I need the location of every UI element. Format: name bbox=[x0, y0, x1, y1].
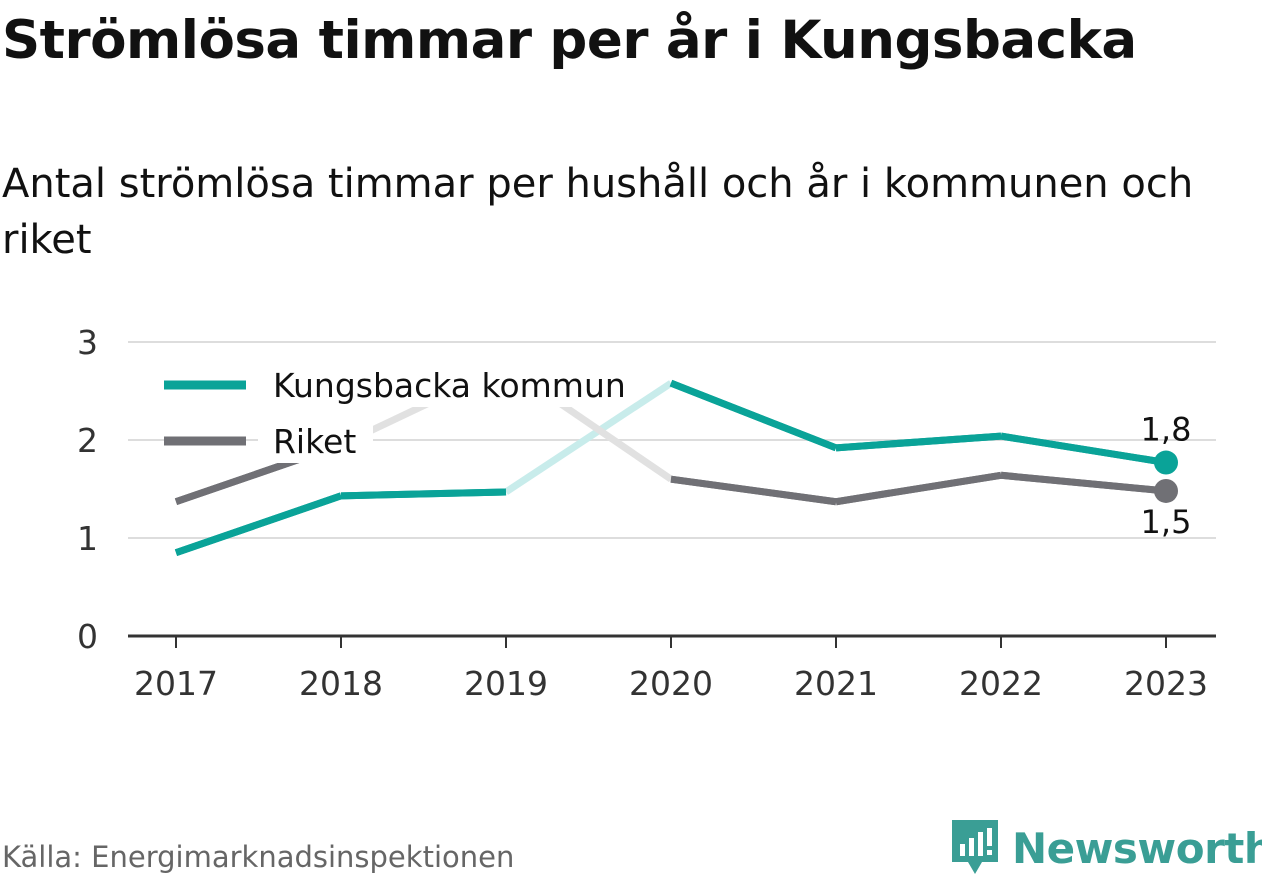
legend-label-1: Riket bbox=[273, 422, 356, 461]
end-value-label-0: 1,8 bbox=[1141, 411, 1192, 449]
y-tick-label: 1 bbox=[77, 519, 98, 558]
x-tick-label: 2021 bbox=[794, 664, 878, 703]
source-note: Källa: Energimarknadsinspektionen bbox=[2, 840, 515, 874]
line-chart: 0 1 2 3 2017 2018 2019 2020 2021 2022 2023 Kungsb… bbox=[77, 323, 1216, 703]
x-tick-label: 2023 bbox=[1124, 664, 1208, 703]
x-tick-label: 2019 bbox=[464, 664, 548, 703]
series-segment-top-1 bbox=[1000, 471, 1167, 495]
series-segment-top-1 bbox=[670, 475, 837, 506]
y-axis-ticks: 0 1 2 3 bbox=[77, 323, 98, 656]
y-tick-label: 2 bbox=[77, 421, 98, 460]
end-marker-0 bbox=[1154, 450, 1178, 475]
x-tick-label: 2020 bbox=[629, 664, 713, 703]
x-tick-label: 2018 bbox=[299, 664, 383, 703]
series-segment-0 bbox=[504, 380, 673, 495]
series-segment-top-0 bbox=[1000, 432, 1167, 466]
chart-subtitle: Antal strömlösa timmar per hushåll och å… bbox=[2, 161, 1194, 263]
brand-name: Newsworthy bbox=[1012, 823, 1262, 873]
series-segment-top-0 bbox=[835, 432, 1002, 452]
brand-logo: Newsworthy bbox=[950, 818, 1262, 878]
end-marker-1 bbox=[1154, 478, 1178, 503]
y-tick-label: 0 bbox=[77, 617, 98, 656]
y-tick-label: 3 bbox=[77, 323, 98, 362]
series-segment-top-0 bbox=[669, 379, 838, 452]
x-axis-ticks: 2017 2018 2019 2020 2021 2022 2023 bbox=[134, 636, 1208, 703]
newsworthy-logo-icon bbox=[952, 820, 998, 874]
series-segment-top-1 bbox=[835, 471, 1002, 506]
legend: Kungsbacka kommun Riket bbox=[164, 363, 626, 463]
series-segment-top-0 bbox=[340, 488, 507, 500]
x-tick-label: 2017 bbox=[134, 664, 218, 703]
series-segment-top-0 bbox=[174, 492, 343, 557]
legend-label-0: Kungsbacka kommun bbox=[273, 366, 626, 405]
legend-label-bg bbox=[258, 419, 373, 463]
end-markers: 1,8 1,5 bbox=[1141, 411, 1192, 541]
x-tick-label: 2022 bbox=[959, 664, 1043, 703]
legend-label-bg bbox=[258, 363, 625, 407]
chart-title: Strömlösa timmar per år i Kungsbacka bbox=[2, 10, 1137, 71]
end-value-label-1: 1,5 bbox=[1141, 503, 1192, 541]
